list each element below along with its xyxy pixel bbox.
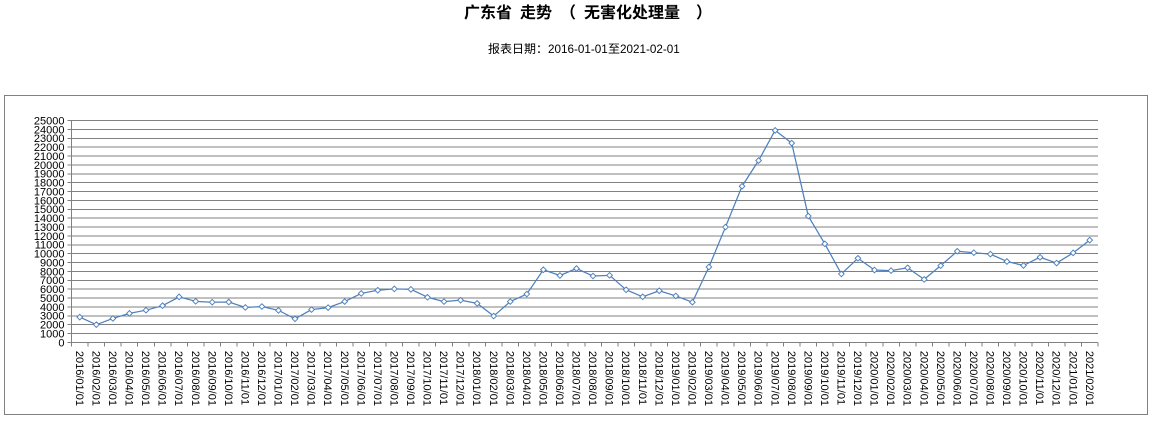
svg-text:2016/04/01: 2016/04/01 — [123, 351, 135, 406]
svg-text:17000: 17000 — [34, 186, 65, 198]
svg-text:2021/02/01: 2021/02/01 — [1083, 351, 1095, 406]
svg-text:2018/12/01: 2018/12/01 — [652, 351, 664, 406]
svg-text:2017/09/01: 2017/09/01 — [404, 351, 416, 406]
svg-text:2019/05/01: 2019/05/01 — [735, 351, 747, 406]
svg-text:24000: 24000 — [34, 124, 65, 136]
svg-text:2016/01/01: 2016/01/01 — [73, 351, 85, 406]
svg-text:0: 0 — [58, 337, 64, 349]
svg-text:2020/08/01: 2020/08/01 — [983, 351, 995, 406]
svg-text:2017/02/01: 2017/02/01 — [288, 351, 300, 406]
svg-text:20000: 20000 — [34, 160, 65, 172]
svg-text:2020/01/01: 2020/01/01 — [868, 351, 880, 406]
svg-text:5000: 5000 — [40, 293, 64, 305]
svg-text:2017/06/01: 2017/06/01 — [354, 351, 366, 406]
svg-text:2017/07/01: 2017/07/01 — [371, 351, 383, 406]
svg-text:2017/04/01: 2017/04/01 — [321, 351, 333, 406]
svg-text:2019/12/01: 2019/12/01 — [851, 351, 863, 406]
svg-text:2016-01-01: 2016-01-01 — [548, 43, 608, 56]
svg-text:8000: 8000 — [40, 266, 64, 278]
svg-text:2018/09/01: 2018/09/01 — [603, 351, 615, 406]
svg-text:2020/07/01: 2020/07/01 — [967, 351, 979, 406]
svg-text:2018/02/01: 2018/02/01 — [487, 351, 499, 406]
svg-text:2019/11/01: 2019/11/01 — [834, 351, 846, 405]
svg-text:2016/02/01: 2016/02/01 — [89, 351, 101, 406]
svg-text:3000: 3000 — [40, 311, 64, 323]
svg-text:21000: 21000 — [34, 151, 65, 163]
svg-text:7000: 7000 — [40, 275, 64, 287]
svg-text:2016/09/01: 2016/09/01 — [205, 351, 217, 406]
svg-text:2017/05/01: 2017/05/01 — [338, 351, 350, 406]
svg-text:2021-02-01: 2021-02-01 — [620, 43, 680, 56]
svg-text:2017/08/01: 2017/08/01 — [387, 351, 399, 406]
svg-text:2016/07/01: 2016/07/01 — [172, 351, 184, 406]
svg-text:11000: 11000 — [35, 240, 65, 252]
svg-text:10000: 10000 — [34, 249, 65, 261]
svg-text:2018/10/01: 2018/10/01 — [619, 351, 631, 406]
svg-text:2017/03/01: 2017/03/01 — [305, 351, 317, 406]
svg-text:2018/06/01: 2018/06/01 — [553, 351, 565, 406]
svg-text:2020/06/01: 2020/06/01 — [950, 351, 962, 406]
svg-text:2018/07/01: 2018/07/01 — [570, 351, 582, 406]
svg-text:2016/08/01: 2016/08/01 — [189, 351, 201, 406]
svg-text:18000: 18000 — [34, 178, 65, 190]
svg-text:2018/01/01: 2018/01/01 — [470, 351, 482, 406]
svg-text:6000: 6000 — [40, 284, 64, 296]
svg-text:2018/11/01: 2018/11/01 — [636, 351, 648, 405]
svg-text:2020/11/01: 2020/11/01 — [1033, 351, 1045, 405]
svg-text:16000: 16000 — [34, 195, 65, 207]
svg-text:2018/08/01: 2018/08/01 — [586, 351, 598, 406]
svg-text:2019/02/01: 2019/02/01 — [685, 351, 697, 406]
svg-text:25000: 25000 — [34, 116, 65, 128]
svg-text:2019/03/01: 2019/03/01 — [702, 351, 714, 406]
svg-text:2017/12/01: 2017/12/01 — [454, 351, 466, 406]
svg-text:23000: 23000 — [34, 133, 65, 145]
svg-text:2016/12/01: 2016/12/01 — [255, 351, 267, 406]
svg-text:2019/07/01: 2019/07/01 — [768, 351, 780, 406]
svg-text:2021/01/01: 2021/01/01 — [1066, 351, 1078, 406]
svg-text:2020/12/01: 2020/12/01 — [1050, 351, 1062, 406]
svg-text:4000: 4000 — [40, 302, 64, 314]
svg-text:2020/05/01: 2020/05/01 — [934, 351, 946, 406]
svg-text:9000: 9000 — [40, 257, 64, 269]
svg-text:2019/09/01: 2019/09/01 — [801, 351, 813, 406]
svg-text:2016/11/01: 2016/11/01 — [238, 351, 250, 405]
svg-text:1000: 1000 — [40, 328, 64, 340]
svg-text:2018/05/01: 2018/05/01 — [536, 351, 548, 406]
svg-text:2020/03/01: 2020/03/01 — [901, 351, 913, 406]
svg-text:2016/10/01: 2016/10/01 — [222, 351, 234, 406]
svg-text:22000: 22000 — [34, 142, 65, 154]
svg-text:2020/10/01: 2020/10/01 — [1017, 351, 1029, 406]
svg-text:2020/09/01: 2020/09/01 — [1000, 351, 1012, 406]
svg-text:2019/04/01: 2019/04/01 — [719, 351, 731, 406]
svg-text:2017/11/01: 2017/11/01 — [437, 351, 449, 405]
svg-text:2020/02/01: 2020/02/01 — [884, 351, 896, 406]
svg-text:2016/05/01: 2016/05/01 — [139, 351, 151, 406]
svg-text:14000: 14000 — [34, 213, 65, 225]
svg-text:2016/03/01: 2016/03/01 — [106, 351, 118, 406]
svg-text:2017/10/01: 2017/10/01 — [421, 351, 433, 406]
svg-text:2019/01/01: 2019/01/01 — [669, 351, 681, 406]
svg-text:2019/08/01: 2019/08/01 — [785, 351, 797, 406]
svg-text:12000: 12000 — [34, 231, 65, 243]
svg-text:2000: 2000 — [40, 320, 64, 332]
svg-text:2020/04/01: 2020/04/01 — [917, 351, 929, 406]
svg-text:19000: 19000 — [34, 169, 65, 181]
svg-text:2018/04/01: 2018/04/01 — [520, 351, 532, 406]
svg-text:13000: 13000 — [34, 222, 65, 234]
svg-text:2017/01/01: 2017/01/01 — [272, 351, 284, 406]
svg-text:2019/06/01: 2019/06/01 — [752, 351, 764, 406]
svg-text:2019/10/01: 2019/10/01 — [818, 351, 830, 406]
svg-text:2016/06/01: 2016/06/01 — [156, 351, 168, 406]
svg-text:15000: 15000 — [34, 204, 65, 216]
svg-text:2018/03/01: 2018/03/01 — [503, 351, 515, 406]
